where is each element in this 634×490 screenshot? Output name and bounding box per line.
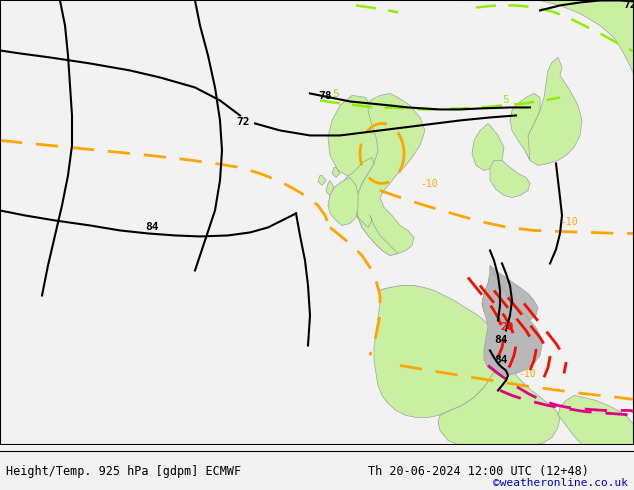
Text: 72: 72 bbox=[623, 0, 634, 10]
Polygon shape bbox=[356, 94, 425, 255]
Polygon shape bbox=[525, 57, 582, 166]
Text: 5: 5 bbox=[332, 90, 339, 99]
Text: 84: 84 bbox=[494, 355, 507, 366]
Polygon shape bbox=[482, 266, 538, 327]
Polygon shape bbox=[510, 94, 540, 160]
Text: ©weatheronline.co.uk: ©weatheronline.co.uk bbox=[493, 478, 628, 488]
Text: -10: -10 bbox=[560, 218, 578, 227]
Polygon shape bbox=[438, 350, 560, 445]
Polygon shape bbox=[540, 0, 634, 75]
Text: 84: 84 bbox=[145, 222, 158, 232]
Polygon shape bbox=[380, 286, 482, 336]
Text: 72: 72 bbox=[236, 118, 250, 127]
Polygon shape bbox=[374, 286, 500, 417]
Polygon shape bbox=[558, 395, 634, 445]
Text: -10: -10 bbox=[518, 369, 536, 379]
Polygon shape bbox=[332, 168, 340, 177]
Text: -10: -10 bbox=[420, 179, 437, 190]
Polygon shape bbox=[482, 266, 542, 375]
Text: 78: 78 bbox=[318, 92, 332, 101]
Polygon shape bbox=[318, 175, 326, 185]
Polygon shape bbox=[490, 160, 530, 197]
Polygon shape bbox=[472, 123, 504, 171]
Polygon shape bbox=[342, 157, 398, 255]
Text: 5: 5 bbox=[502, 96, 508, 105]
Text: 20: 20 bbox=[500, 322, 514, 332]
Polygon shape bbox=[328, 96, 380, 177]
Text: Height/Temp. 925 hPa [gdpm] ECMWF: Height/Temp. 925 hPa [gdpm] ECMWF bbox=[6, 465, 242, 478]
Text: Th 20-06-2024 12:00 UTC (12+48): Th 20-06-2024 12:00 UTC (12+48) bbox=[368, 465, 588, 478]
Polygon shape bbox=[328, 177, 358, 225]
Polygon shape bbox=[326, 180, 334, 196]
Text: 84: 84 bbox=[494, 336, 507, 345]
